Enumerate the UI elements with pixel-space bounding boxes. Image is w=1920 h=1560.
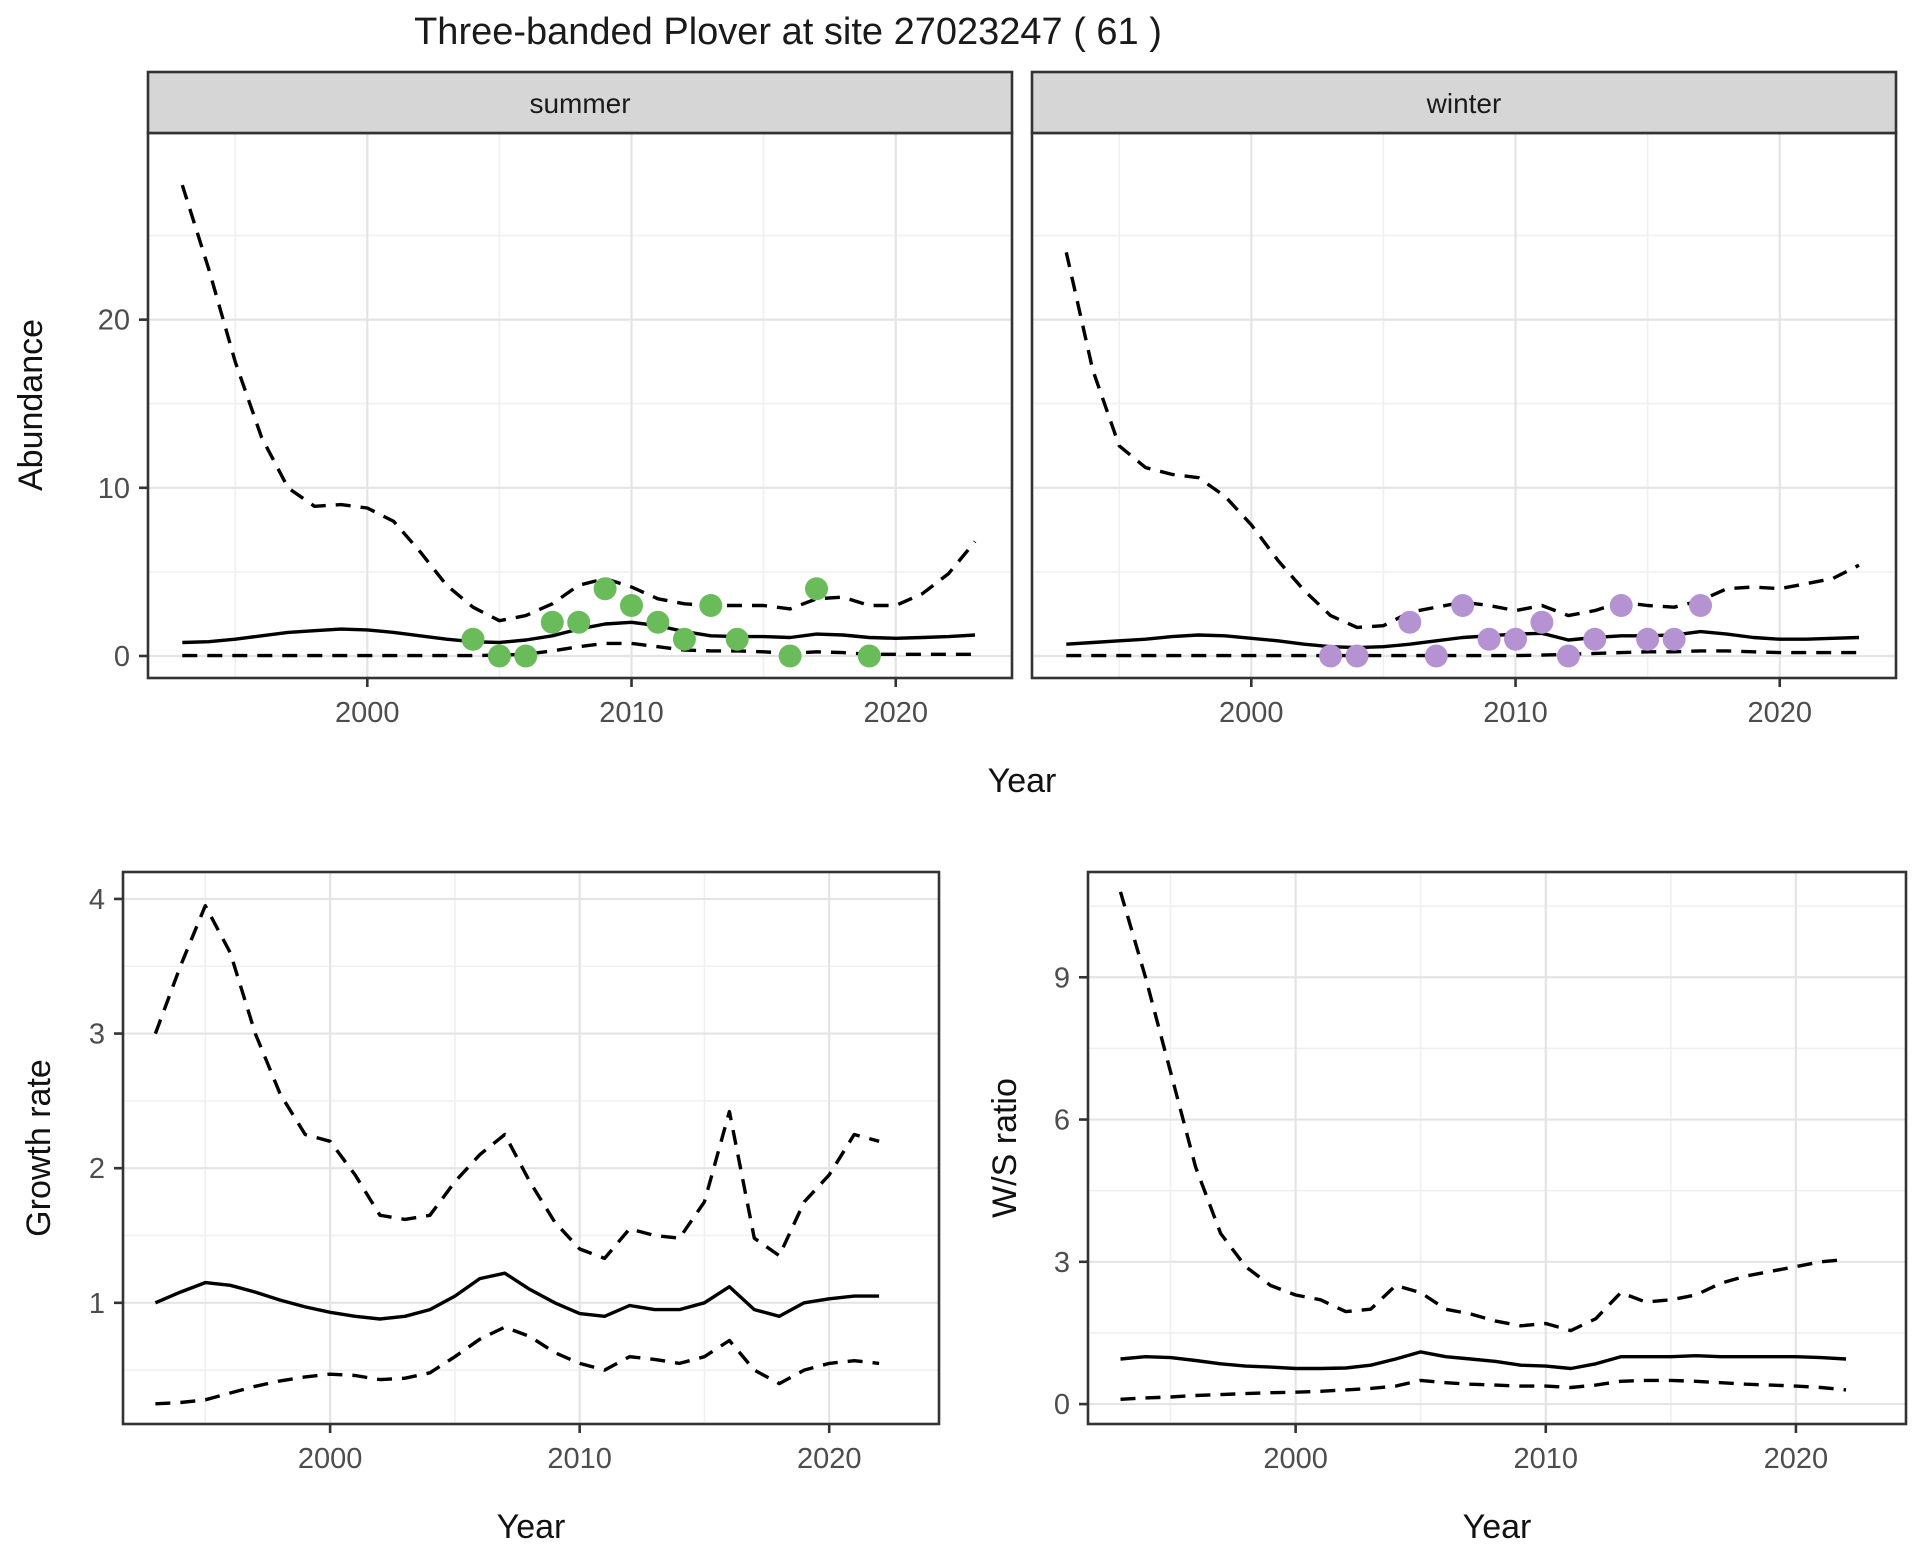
year-axis-title-top: Year — [988, 762, 1057, 800]
x-axis-tick-label: 2010 — [547, 1443, 612, 1475]
observation-point — [672, 627, 696, 651]
observation-point — [1609, 594, 1633, 617]
observation-point — [1319, 644, 1343, 668]
observation-point — [646, 610, 670, 634]
page-title: Three-banded Plover at site 27023247 ( 6… — [414, 11, 1162, 53]
growth-rate-axis-title: Growth rate — [20, 1059, 58, 1237]
ws-ratio-axis-title: W/S ratio — [986, 1078, 1024, 1218]
observation-point — [1477, 627, 1501, 651]
ci-lower-line — [1066, 649, 1859, 658]
x-axis-tick-label: 2000 — [1219, 697, 1284, 729]
observation-point — [1504, 627, 1527, 651]
y-axis-tick-label: 3 — [1054, 1247, 1070, 1279]
observation-point — [1556, 644, 1580, 668]
ci-upper-line — [153, 904, 880, 1261]
mean-line — [1120, 1350, 1847, 1371]
observation-point — [540, 610, 564, 634]
x-axis-tick-label: 2010 — [599, 697, 664, 729]
x-axis-tick-label: 2000 — [298, 1443, 363, 1475]
series-lines — [1064, 252, 1860, 658]
ci-lower-line — [1120, 1378, 1847, 1401]
y-axis-tick-label: 3 — [89, 1019, 105, 1051]
facet-strip — [146, 70, 1014, 135]
observation-point — [1451, 594, 1475, 617]
x-axis-tick-label: 2010 — [1483, 697, 1548, 729]
y-axis-tick-label: 10 — [98, 473, 130, 505]
abundance-winter-panel: 2000 2010 2020 — [1030, 70, 1898, 729]
abundance-summer-panel: 2000 2010 2020 0 10 20 — [98, 70, 1014, 729]
observation-point — [1530, 610, 1554, 634]
observation-points — [1319, 594, 1712, 668]
series-lines — [1118, 891, 1847, 1401]
ws-ratio-panel: 2000 2010 2020 0 3 6 9 — [1054, 870, 1908, 1475]
observation-point — [1398, 610, 1422, 634]
ci-lower-line — [182, 641, 975, 658]
y-axis-tick-label: 6 — [1054, 1105, 1070, 1137]
y-axis-tick-label: 1 — [89, 1288, 105, 1320]
x-axis-tick-label: 2020 — [1764, 1443, 1829, 1475]
panel-border — [1086, 870, 1908, 1426]
observation-point — [1662, 627, 1686, 651]
series-lines — [153, 904, 880, 1406]
observation-point — [487, 644, 511, 668]
observation-point — [1345, 644, 1369, 668]
year-axis-title-growth: Year — [497, 1508, 566, 1546]
observation-point — [1689, 594, 1712, 617]
x-axis-tick-label: 2020 — [863, 697, 928, 729]
x-axis-tick-label: 2020 — [1747, 697, 1812, 729]
observation-point — [461, 627, 485, 651]
panel-background — [148, 133, 1012, 678]
facet-strip-label-winter: winter — [1426, 88, 1502, 119]
observation-point — [620, 594, 643, 617]
x-axis-tick-label: 2020 — [797, 1443, 862, 1475]
abundance-axis-title: Abundance — [12, 319, 50, 491]
observation-point — [593, 577, 617, 601]
ci-lower-line — [155, 1325, 880, 1406]
y-axis-tick-label: 0 — [114, 641, 130, 673]
x-axis-tick-label: 2010 — [1514, 1443, 1579, 1475]
panel-background — [1032, 133, 1896, 678]
growth-rate-panel: 2000 2010 2020 1 2 3 4 — [89, 870, 941, 1475]
mean-line — [154, 1271, 880, 1321]
observation-point — [699, 594, 723, 617]
mean-line — [1066, 629, 1860, 650]
observation-point — [805, 577, 828, 601]
y-axis-tick-label: 20 — [98, 305, 130, 337]
observation-point — [857, 644, 881, 668]
year-axis-title-ws: Year — [1463, 1508, 1532, 1546]
y-axis-tick-label: 4 — [89, 884, 105, 916]
facet-strip — [1030, 70, 1898, 135]
ci-upper-line — [1064, 252, 1860, 630]
x-axis-tick-label: 2000 — [1263, 1443, 1328, 1475]
observation-points — [461, 577, 881, 668]
panel-background — [1088, 872, 1906, 1424]
ci-upper-line — [1118, 891, 1847, 1333]
x-axis-tick-label: 2000 — [335, 697, 400, 729]
observation-point — [567, 610, 591, 634]
y-axis-tick-label: 2 — [89, 1153, 105, 1185]
observation-point — [778, 644, 802, 668]
panel-background — [123, 872, 939, 1424]
ci-upper-line — [180, 184, 977, 623]
observation-point — [1583, 627, 1607, 651]
y-axis-tick-label: 9 — [1054, 962, 1070, 994]
observation-point — [514, 644, 538, 668]
observation-point — [1424, 644, 1448, 668]
panel-border — [121, 870, 941, 1426]
observation-point — [1636, 627, 1660, 651]
observation-point — [725, 627, 749, 651]
y-axis-tick-label: 0 — [1054, 1389, 1070, 1421]
facet-strip-label-summer: summer — [529, 88, 630, 119]
